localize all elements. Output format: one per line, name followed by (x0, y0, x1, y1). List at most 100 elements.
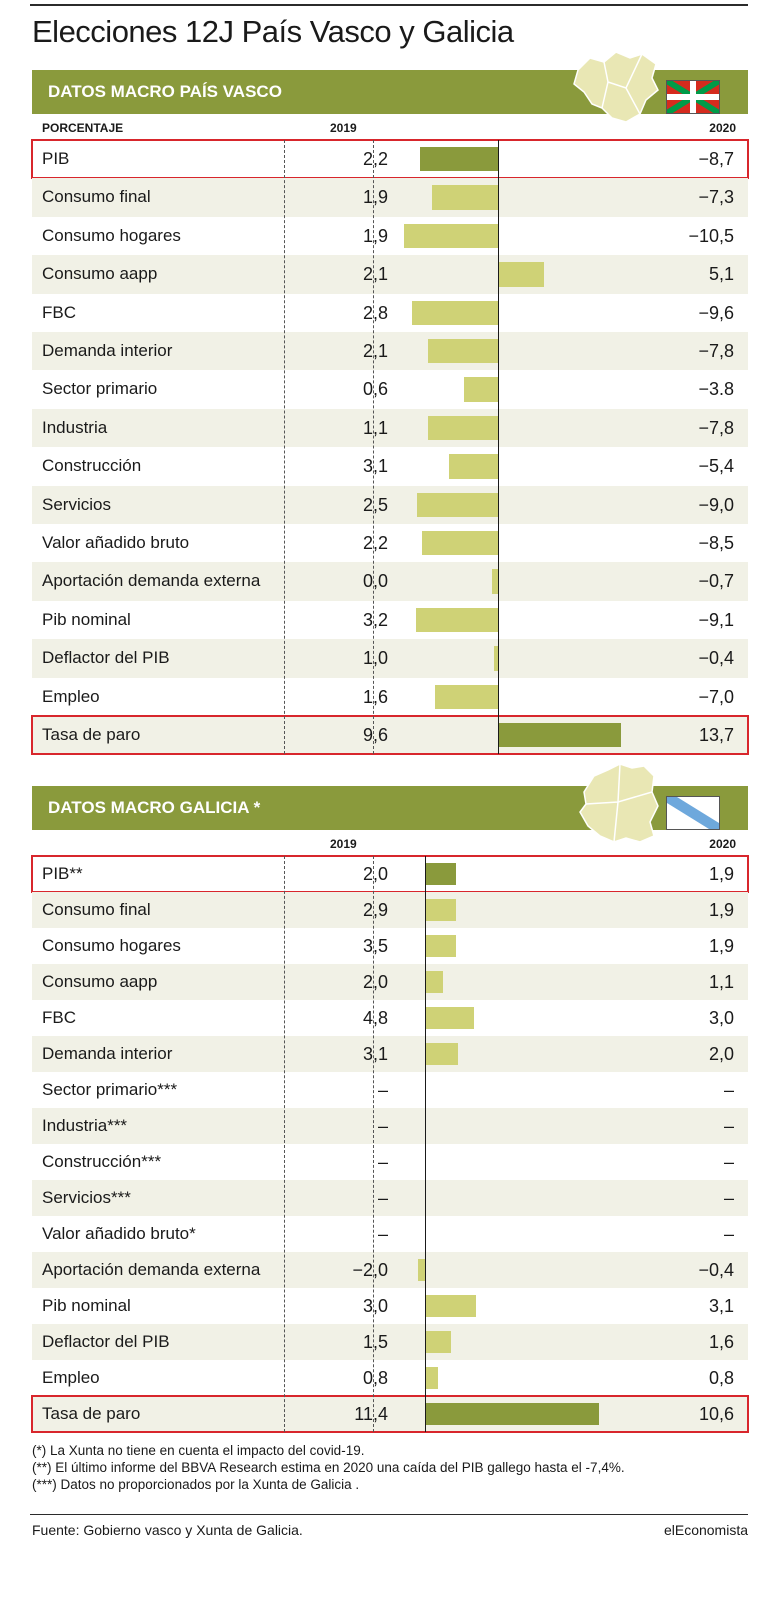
row-label: FBC (42, 1008, 76, 1027)
value-2019: – (377, 1152, 388, 1172)
pv-col-label: PORCENTAJE (42, 121, 124, 135)
pv-col-2020: 2020 (709, 121, 736, 135)
row-label: PIB (42, 149, 70, 168)
value-2019: 1,6 (362, 686, 388, 707)
row-label: Deflactor del PIB (42, 1332, 170, 1351)
row-label: Empleo (42, 686, 100, 706)
value-2020: −7,8 (698, 341, 734, 361)
value-2019: 1,5 (362, 1332, 388, 1352)
value-2019: – (377, 1224, 388, 1244)
bar-2020 (425, 1331, 452, 1353)
value-2019: 9,6 (362, 725, 388, 745)
column-divider (284, 856, 285, 1432)
bar-2020 (425, 1367, 439, 1389)
row-label: Construcción*** (42, 1152, 162, 1171)
footnote-3: (***) Datos no proporcionados por la Xun… (32, 1477, 360, 1492)
row-label: Aportación demanda externa (42, 571, 261, 591)
zero-axis (498, 140, 499, 755)
ga-band-title: DATOS MACRO GALICIA * (48, 798, 261, 817)
value-2020: – (723, 1188, 734, 1208)
table-row: FBC 4,8 3,0 (32, 1000, 748, 1036)
bar-2020 (494, 646, 498, 671)
ikurrina-flag-icon (666, 80, 720, 114)
bar-2020 (411, 300, 498, 325)
zero-axis (425, 856, 426, 1432)
value-2020: 1,9 (708, 864, 734, 884)
row-label: Pib nominal (42, 609, 131, 629)
value-2020: −0,7 (698, 571, 734, 592)
footnote-2: (**) El último informe del BBVA Research… (32, 1460, 625, 1475)
value-2019: 0,6 (362, 379, 388, 400)
table-row: Aportación demanda externa −2,0 −0,4 (32, 1252, 748, 1288)
column-divider (373, 856, 374, 1432)
value-2019: −2,0 (352, 1260, 388, 1280)
row-label: Servicios (42, 494, 111, 514)
table-row: FBC 2,8 −9,6 (32, 294, 748, 332)
row-label: Aportación demanda externa (42, 1260, 261, 1279)
ga-col-2019: 2019 (330, 837, 357, 851)
row-label: Servicios*** (42, 1188, 131, 1207)
value-2020: 10,6 (698, 1404, 734, 1424)
value-2019: 1,9 (362, 225, 388, 246)
value-2019: – (377, 1116, 388, 1136)
value-2019: 2,8 (362, 302, 388, 323)
table-row: Consumo aapp 2,1 5,1 (32, 255, 748, 294)
table-row: Deflactor del PIB 1,5 1,6 (32, 1324, 748, 1360)
table-row: Consumo final 1,9 −7,3 (32, 178, 748, 217)
row-label: Industria (42, 417, 108, 437)
table-row: Construcción*** – – (32, 1144, 748, 1180)
pv-rows: PIB 2,2 −8,7 Consumo final 1,9 −7,3 Consumo ho… (31, 138, 749, 756)
column-divider (284, 140, 285, 755)
table-row: Servicios*** – – (32, 1180, 748, 1216)
value-2019: 3,0 (362, 1296, 388, 1316)
ga-section: DATOS MACRO GALICIA * 2019 2020 PIB** 2,0… (31, 763, 749, 1433)
galicia-map-icon (579, 763, 659, 843)
table-row: PIB 2,2 −8,7 (31, 138, 749, 180)
table-row: Industria 1,1 −7,8 (32, 408, 748, 448)
table-row: Pib nominal 3,2 −9,1 (32, 601, 748, 639)
pv-band: DATOS MACRO PAÍS VASCO (32, 51, 748, 123)
footnote-1: (*) La Xunta no tiene en cuenta el impac… (32, 1443, 365, 1458)
row-label: Demanda interior (42, 341, 173, 360)
row-label: Sector primario (42, 379, 158, 399)
row-label: Consumo hogares (42, 936, 181, 955)
table-row: Tasa de paro 11,4 10,6 (31, 1395, 749, 1433)
row-label: PIB** (42, 864, 83, 883)
table-row: Valor añadido bruto* – – (32, 1216, 748, 1252)
bar-2020 (425, 971, 444, 993)
bar-2020 (435, 684, 498, 709)
value-2020: −9,1 (698, 609, 734, 630)
table-row: Construcción 3,1 −5,4 (32, 447, 748, 485)
page-title: Elecciones 12J País Vasco y Galicia (32, 14, 514, 49)
row-label: Industria*** (42, 1116, 128, 1135)
value-2020: −7,0 (698, 686, 734, 707)
bar-2020 (425, 1043, 458, 1065)
value-2019: 2,0 (362, 972, 388, 992)
value-2020: −0,4 (698, 1260, 734, 1280)
brand-name: elEconomista (663, 1522, 748, 1538)
table-row: Consumo hogares 3,5 1,9 (32, 928, 748, 964)
value-2019: – (377, 1188, 388, 1208)
value-2020: −8,7 (698, 149, 734, 169)
value-2020: 13,7 (698, 725, 734, 745)
source-note: Fuente: Gobierno vasco y Xunta de Galici… (32, 1522, 303, 1538)
value-2020: 0,8 (708, 1368, 734, 1388)
value-2020: 3,0 (708, 1008, 734, 1028)
table-row: Deflactor del PIB 1,0 −0,4 (32, 639, 748, 678)
bar-2020 (427, 339, 498, 364)
value-2019: 11,4 (354, 1404, 388, 1424)
ga-header: 2019 2020 (32, 830, 748, 856)
row-label: Construcción (42, 456, 142, 476)
value-2019: 2,1 (362, 341, 388, 361)
value-2020: 5,1 (708, 264, 734, 285)
row-label: Sector primario*** (42, 1080, 178, 1099)
bar-2020 (417, 492, 498, 517)
value-2020: 1,9 (708, 936, 734, 956)
bar-2020 (498, 723, 622, 748)
bar-2020 (425, 863, 457, 885)
bar-2020 (418, 1259, 425, 1281)
bar-2020 (419, 147, 498, 172)
bar-2020 (491, 569, 498, 594)
value-2019: 2,2 (362, 533, 388, 553)
value-2019: 3,2 (362, 609, 388, 630)
